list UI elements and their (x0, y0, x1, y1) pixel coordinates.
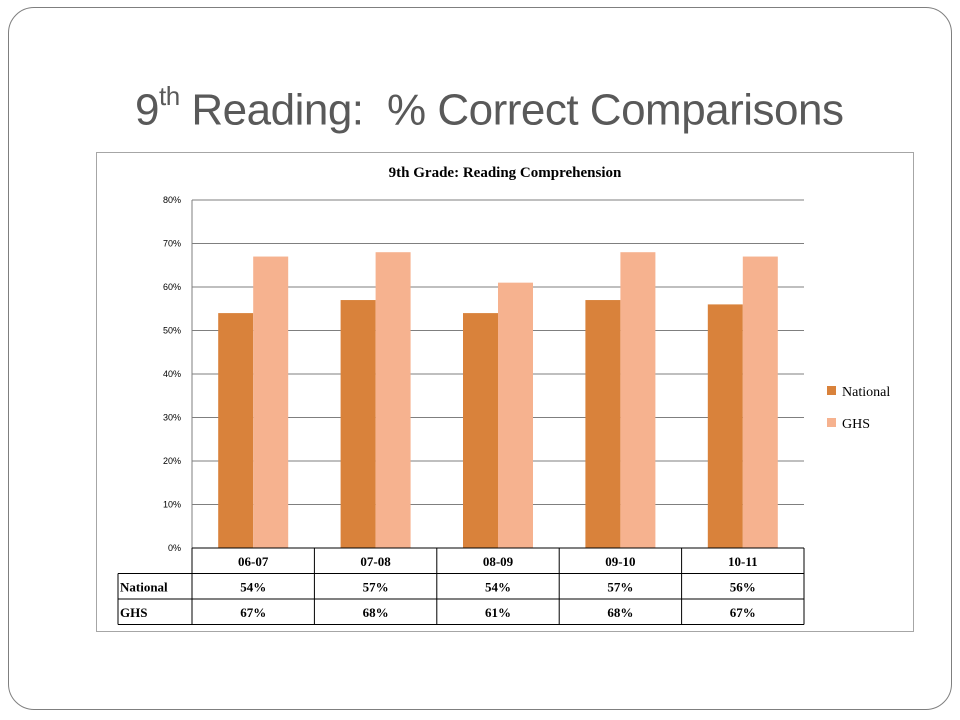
legend-label: National (842, 385, 890, 400)
x-tick-label: 06-07 (238, 554, 269, 569)
y-tick-label: 30% (163, 413, 181, 423)
bar-ghs-07-08 (375, 252, 411, 548)
y-tick-label: 70% (163, 239, 181, 249)
data-label: 56% (730, 579, 756, 594)
data-label: 57% (363, 579, 389, 594)
data-label: 57% (607, 579, 633, 594)
x-tick-label: 09-10 (605, 554, 635, 569)
bar-ghs-08-09 (498, 282, 533, 548)
y-tick-label: 0% (168, 543, 181, 553)
bar-national-06-07 (218, 313, 254, 548)
data-label: 54% (240, 579, 266, 594)
data-label: 54% (485, 579, 511, 594)
y-tick-label: 10% (163, 500, 181, 510)
slide-title-text: Reading: % Correct Comparisons (179, 85, 844, 135)
y-tick-label: 50% (163, 326, 181, 336)
legend: National GHS (827, 385, 890, 432)
y-tick-label: 80% (163, 195, 181, 205)
bar-ghs-10-11 (742, 256, 778, 548)
chart-title: 9th Grade: Reading Comprehension (389, 165, 622, 181)
data-label: 61% (485, 605, 511, 620)
legend-label: GHS (842, 417, 870, 432)
table-row-label: National (120, 579, 168, 594)
legend-swatch-ghs (827, 418, 836, 427)
table-row-label: GHS (120, 605, 147, 620)
data-label: 68% (607, 605, 633, 620)
bar-national-10-11 (707, 304, 743, 548)
slide-frame (8, 7, 952, 710)
bar-ghs-09-10 (620, 252, 656, 548)
data-label: 67% (730, 605, 756, 620)
data-label: 67% (240, 605, 266, 620)
bar-layer (218, 252, 778, 548)
slide-title-number: 9 (135, 85, 159, 135)
bar-national-08-09 (463, 313, 498, 548)
bar-national-09-10 (585, 300, 621, 548)
data-table: 06-07 07-08 08-09 09-10 10-11 National 54% 57% 5… (117, 547, 805, 625)
bar-ghs-06-07 (253, 256, 289, 548)
y-tick-label: 40% (163, 369, 181, 379)
bar-national-07-08 (340, 300, 376, 548)
y-tick-label: 20% (163, 456, 181, 466)
legend-swatch-national (827, 386, 836, 395)
x-tick-label: 10-11 (728, 554, 758, 569)
x-tick-label: 08-09 (483, 554, 514, 569)
y-tick-label: 60% (163, 282, 181, 292)
data-label: 68% (363, 605, 389, 620)
slide-title-superscript: th (158, 81, 180, 111)
slide-title: 9th Reading: % Correct Comparisons (135, 81, 844, 145)
x-tick-label: 07-08 (360, 554, 391, 569)
